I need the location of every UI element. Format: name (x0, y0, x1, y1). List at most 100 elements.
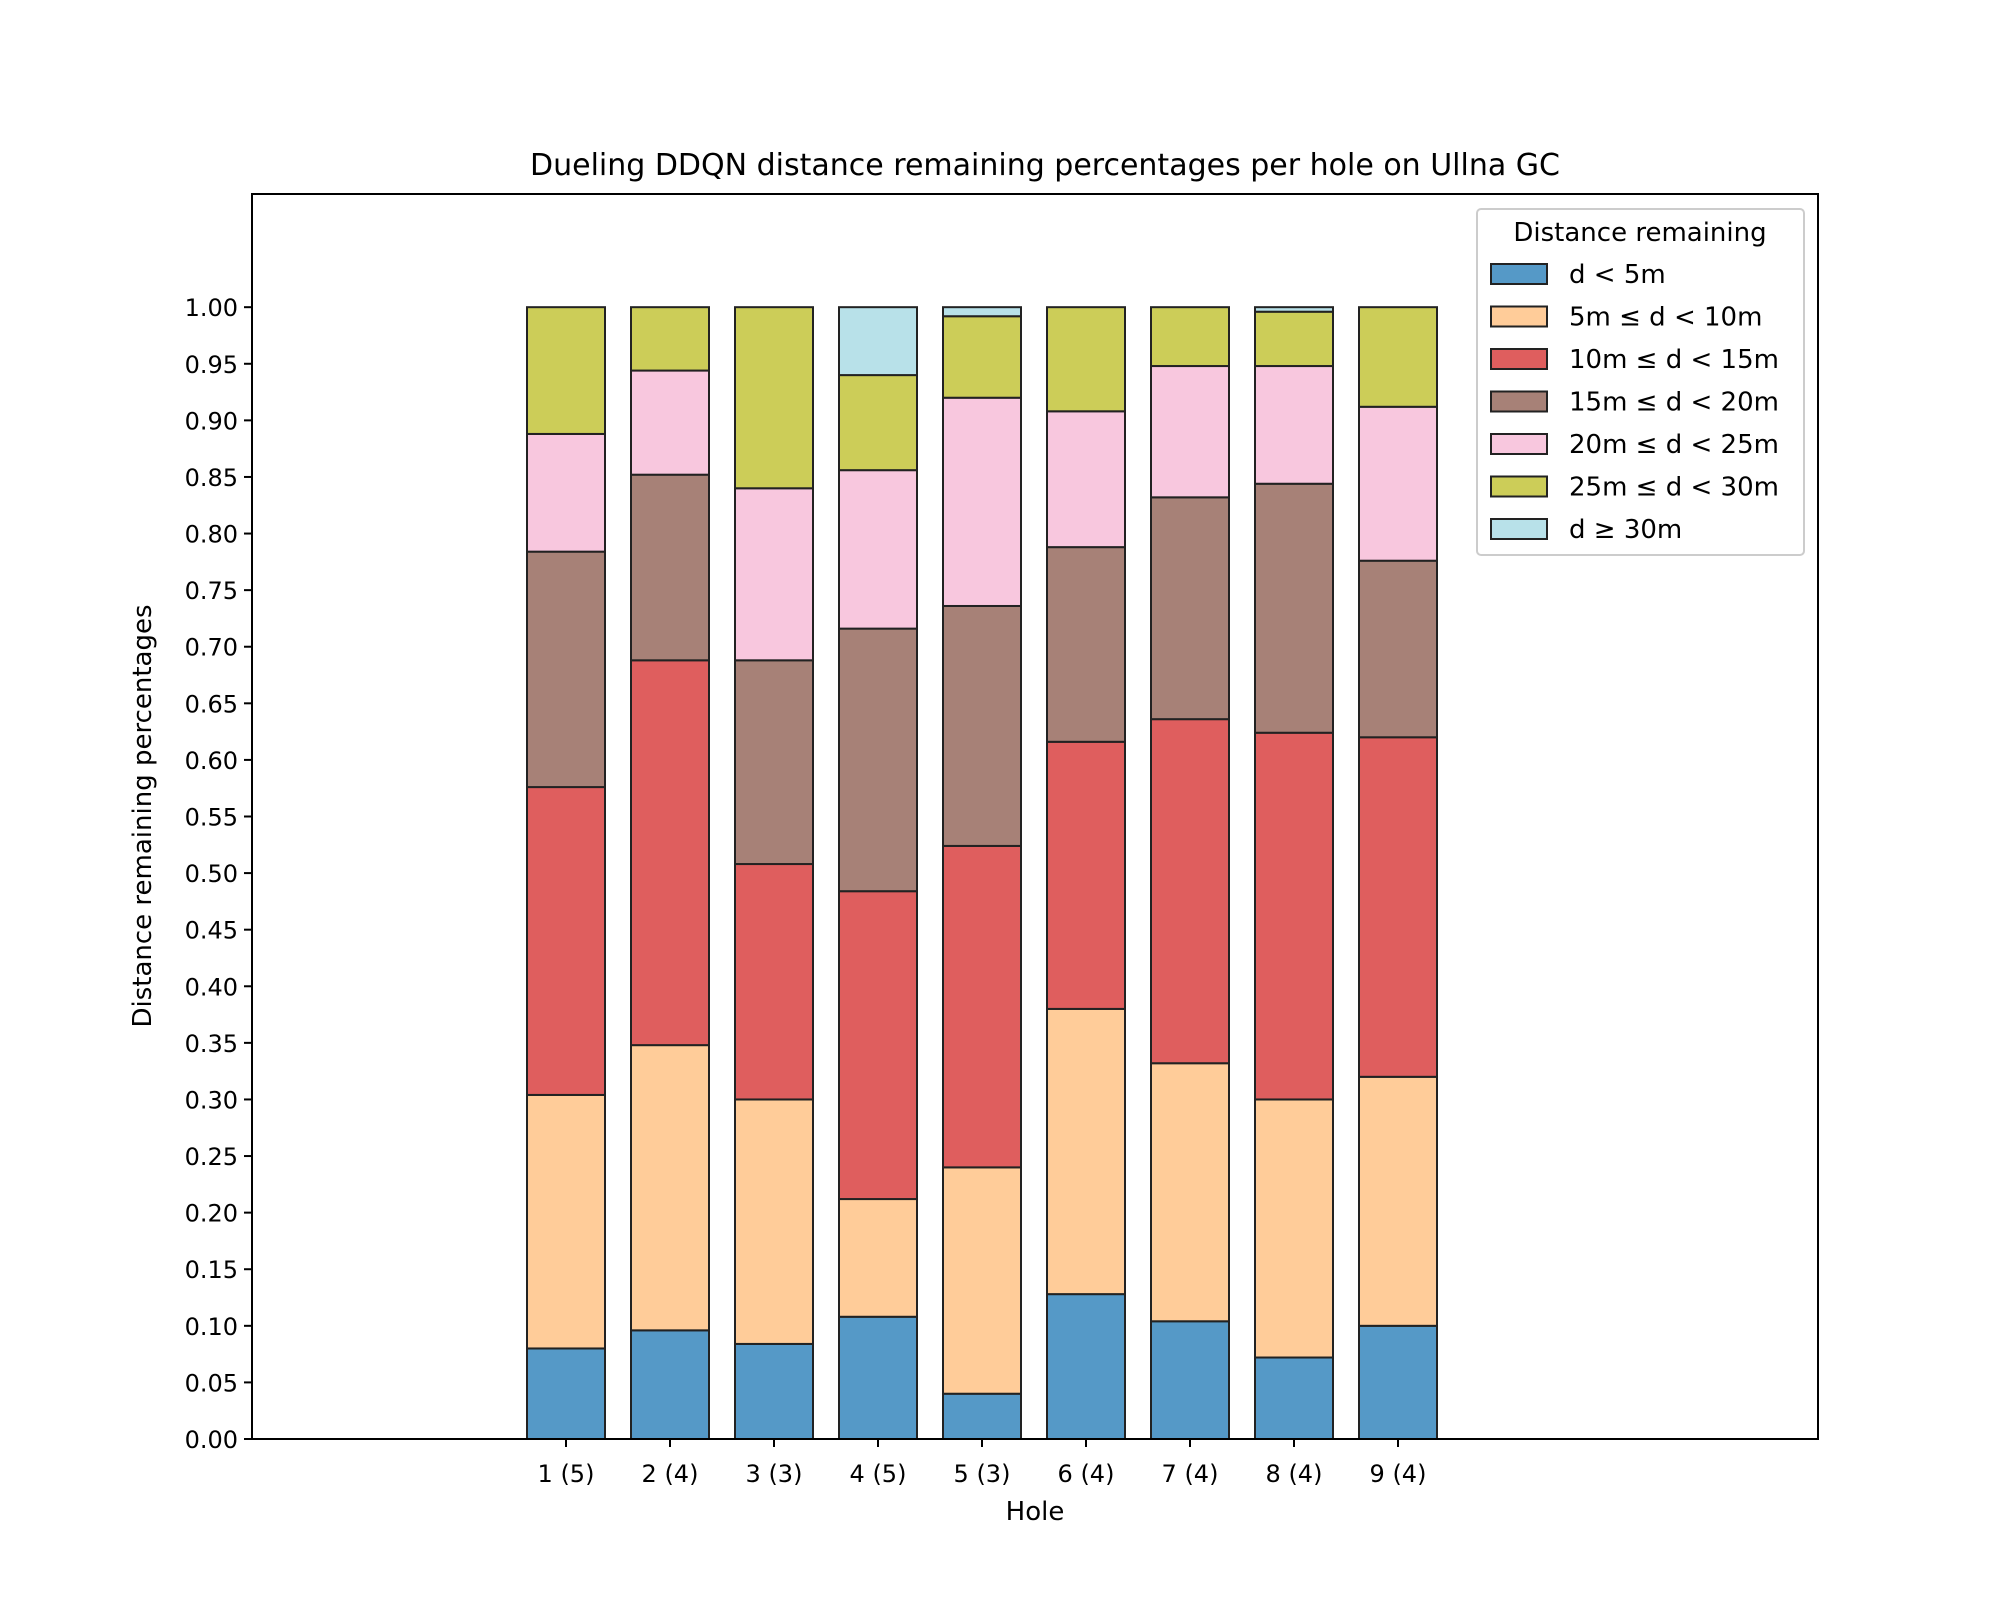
bar-segment-hole-2-series-3 (630, 659, 710, 1047)
bar-segment-hole-5-series-3 (942, 844, 1022, 1169)
bar-segment-hole-8-series-7 (1254, 306, 1334, 313)
y-tick-label: 0.70 (185, 634, 238, 662)
legend-label: 10m ≤ d < 15m (1569, 345, 1779, 375)
bar-segment-hole-8-series-2 (1254, 1098, 1334, 1359)
y-axis-label: Distance remaining percentages (128, 604, 158, 1027)
bar-segment-hole-3-series-4 (734, 659, 814, 866)
bar-segment-hole-8-series-4 (1254, 482, 1334, 734)
bar-segment-hole-4-series-1 (838, 1315, 918, 1441)
bar-segment-hole-1-series-5 (526, 432, 606, 553)
chart-title: Dueling DDQN distance remaining percenta… (530, 148, 1560, 183)
legend-label: d < 5m (1569, 260, 1666, 290)
bar-segment-hole-4-series-7 (838, 306, 918, 377)
bar-segment-hole-4-series-4 (838, 627, 918, 893)
bar-segment-hole-8-series-1 (1254, 1356, 1334, 1440)
legend-title: Distance remaining (1513, 218, 1766, 248)
y-tick-label: 0.75 (185, 577, 238, 605)
legend-swatch (1490, 348, 1548, 370)
bars-group (526, 306, 1438, 1441)
bar-segment-hole-8-series-3 (1254, 731, 1334, 1101)
bar-segment-hole-4-series-5 (838, 469, 918, 630)
y-tick-label: 1.00 (185, 294, 238, 322)
x-tick-label: 3 (3) (746, 1460, 803, 1488)
x-tick-label: 7 (4) (1162, 1460, 1219, 1488)
y-tick-label: 0.90 (185, 407, 238, 435)
bar-segment-hole-9-series-4 (1358, 559, 1438, 739)
y-axis: 0.00 0.05 0.10 0.15 0.20 0.25 0.30 0.35 0.40 0.45… (185, 294, 252, 1454)
legend-swatch (1490, 305, 1548, 328)
x-axis-label: Hole (1006, 1497, 1065, 1527)
legend-label: 5m ≤ d < 10m (1569, 303, 1762, 333)
bar-segment-hole-6-series-2 (1046, 1007, 1126, 1296)
legend: Distance remaining d < 5m 5m ≤ d < 10m 10m… (1476, 208, 1805, 556)
bar-segment-hole-5-series-7 (942, 306, 1022, 318)
bar-segment-hole-7-series-1 (1150, 1320, 1230, 1440)
y-tick-label: 0.50 (185, 860, 238, 888)
x-tick-label: 2 (4) (642, 1460, 699, 1488)
bar-segment-hole-1-series-6 (526, 306, 606, 435)
bar-segment-hole-2-series-6 (630, 306, 710, 372)
legend-swatch (1490, 475, 1548, 498)
y-tick-label: 0.65 (185, 690, 238, 718)
x-tick-label: 5 (3) (954, 1460, 1011, 1488)
y-tick-label: 0.05 (185, 1369, 238, 1397)
bar-segment-hole-7-series-3 (1150, 718, 1230, 1065)
bar-segment-hole-1-series-1 (526, 1347, 606, 1441)
bar-segment-hole-3-series-1 (734, 1342, 814, 1440)
x-tick-label: 1 (5) (538, 1460, 595, 1488)
bar-segment-hole-7-series-5 (1150, 365, 1230, 499)
bar-segment-hole-6-series-6 (1046, 306, 1126, 413)
bar-segment-hole-4-series-6 (838, 374, 918, 472)
bar-segment-hole-8-series-5 (1254, 365, 1334, 485)
bar-segment-hole-6-series-4 (1046, 546, 1126, 743)
legend-label: 15m ≤ d < 20m (1569, 388, 1779, 418)
bar-segment-hole-3-series-2 (734, 1098, 814, 1345)
bar-segment-hole-5-series-6 (942, 315, 1022, 399)
x-tick-label: 6 (4) (1058, 1460, 1115, 1488)
bar-segment-hole-1-series-3 (526, 786, 606, 1096)
y-tick-label: 0.35 (185, 1030, 238, 1058)
y-tick-label: 0.15 (185, 1256, 238, 1284)
bar-segment-hole-3-series-6 (734, 306, 814, 490)
y-tick-label: 0.25 (185, 1143, 238, 1171)
y-tick-label: 0.40 (185, 973, 238, 1001)
bar-segment-hole-1-series-4 (526, 550, 606, 789)
bar-segment-hole-4-series-2 (838, 1198, 918, 1318)
y-tick-label: 0.30 (185, 1086, 238, 1114)
bar-segment-hole-6-series-1 (1046, 1293, 1126, 1441)
bar-segment-hole-2-series-1 (630, 1329, 710, 1441)
bar-segment-hole-7-series-6 (1150, 306, 1230, 368)
bar-segment-hole-5-series-4 (942, 604, 1022, 847)
bar-segment-hole-3-series-3 (734, 863, 814, 1101)
legend-label: 20m ≤ d < 25m (1569, 430, 1779, 460)
legend-swatch (1490, 390, 1548, 413)
legend-label: d ≥ 30m (1569, 515, 1682, 545)
bar-segment-hole-5-series-1 (942, 1392, 1022, 1441)
y-tick-label: 0.85 (185, 464, 238, 492)
bar-segment-hole-2-series-5 (630, 369, 710, 476)
y-tick-label: 0.60 (185, 747, 238, 775)
bar-segment-hole-5-series-5 (942, 396, 1022, 607)
legend-swatch (1490, 518, 1548, 540)
bar-segment-hole-8-series-6 (1254, 310, 1334, 368)
bar-segment-hole-4-series-3 (838, 890, 918, 1201)
bar-segment-hole-9-series-1 (1358, 1324, 1438, 1441)
legend-swatch (1490, 263, 1548, 285)
y-tick-label: 0.20 (185, 1200, 238, 1228)
bar-segment-hole-2-series-4 (630, 473, 710, 662)
bar-segment-hole-3-series-5 (734, 487, 814, 662)
y-tick-label: 0.95 (185, 351, 238, 379)
bar-segment-hole-6-series-3 (1046, 740, 1126, 1010)
bar-segment-hole-5-series-2 (942, 1166, 1022, 1395)
y-tick-label: 0.55 (185, 804, 238, 832)
y-tick-label: 0.00 (185, 1426, 238, 1454)
bar-segment-hole-9-series-6 (1358, 306, 1438, 408)
legend-frame (1476, 208, 1805, 556)
bar-segment-hole-7-series-2 (1150, 1062, 1230, 1323)
bar-segment-hole-9-series-5 (1358, 405, 1438, 562)
bar-segment-hole-1-series-2 (526, 1093, 606, 1350)
bar-segment-hole-9-series-3 (1358, 736, 1438, 1078)
x-tick-label: 8 (4) (1266, 1460, 1323, 1488)
y-tick-label: 0.10 (185, 1313, 238, 1341)
x-tick-label: 4 (5) (850, 1460, 907, 1488)
